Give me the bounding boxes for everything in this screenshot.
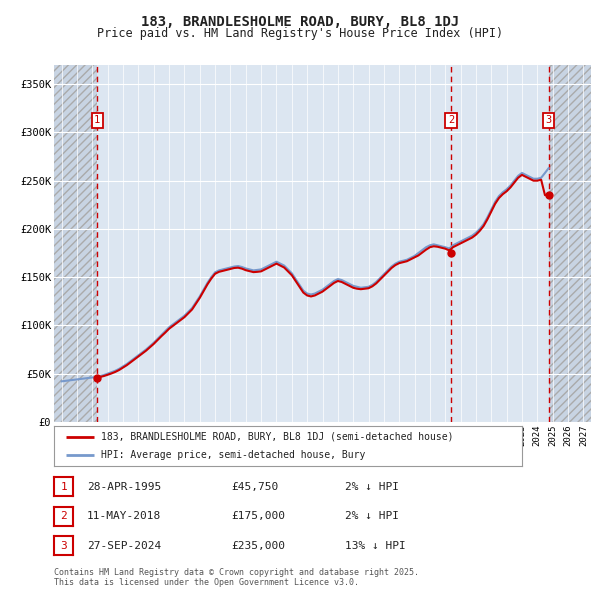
- Text: 183, BRANDLESHOLME ROAD, BURY, BL8 1DJ (semi-detached house): 183, BRANDLESHOLME ROAD, BURY, BL8 1DJ (…: [101, 432, 454, 442]
- Bar: [54, 65, 97, 422]
- Text: Price paid vs. HM Land Registry's House Price Index (HPI): Price paid vs. HM Land Registry's House …: [97, 27, 503, 40]
- Bar: [548, 65, 591, 422]
- Text: 2% ↓ HPI: 2% ↓ HPI: [345, 512, 399, 521]
- Text: 27-SEP-2024: 27-SEP-2024: [87, 541, 161, 550]
- Text: 2: 2: [448, 115, 454, 125]
- Text: HPI: Average price, semi-detached house, Bury: HPI: Average price, semi-detached house,…: [101, 450, 365, 460]
- Text: 3: 3: [60, 541, 67, 550]
- Text: 3: 3: [545, 115, 552, 125]
- Text: Contains HM Land Registry data © Crown copyright and database right 2025.
This d: Contains HM Land Registry data © Crown c…: [54, 568, 419, 587]
- Text: £175,000: £175,000: [231, 512, 285, 521]
- Text: 1: 1: [94, 115, 100, 125]
- Text: 11-MAY-2018: 11-MAY-2018: [87, 512, 161, 521]
- Text: £235,000: £235,000: [231, 541, 285, 550]
- Text: £45,750: £45,750: [231, 482, 278, 491]
- Text: 2% ↓ HPI: 2% ↓ HPI: [345, 482, 399, 491]
- Text: 183, BRANDLESHOLME ROAD, BURY, BL8 1DJ: 183, BRANDLESHOLME ROAD, BURY, BL8 1DJ: [141, 15, 459, 29]
- Text: 1: 1: [60, 482, 67, 491]
- Text: 28-APR-1995: 28-APR-1995: [87, 482, 161, 491]
- Text: 2: 2: [60, 512, 67, 521]
- Text: 13% ↓ HPI: 13% ↓ HPI: [345, 541, 406, 550]
